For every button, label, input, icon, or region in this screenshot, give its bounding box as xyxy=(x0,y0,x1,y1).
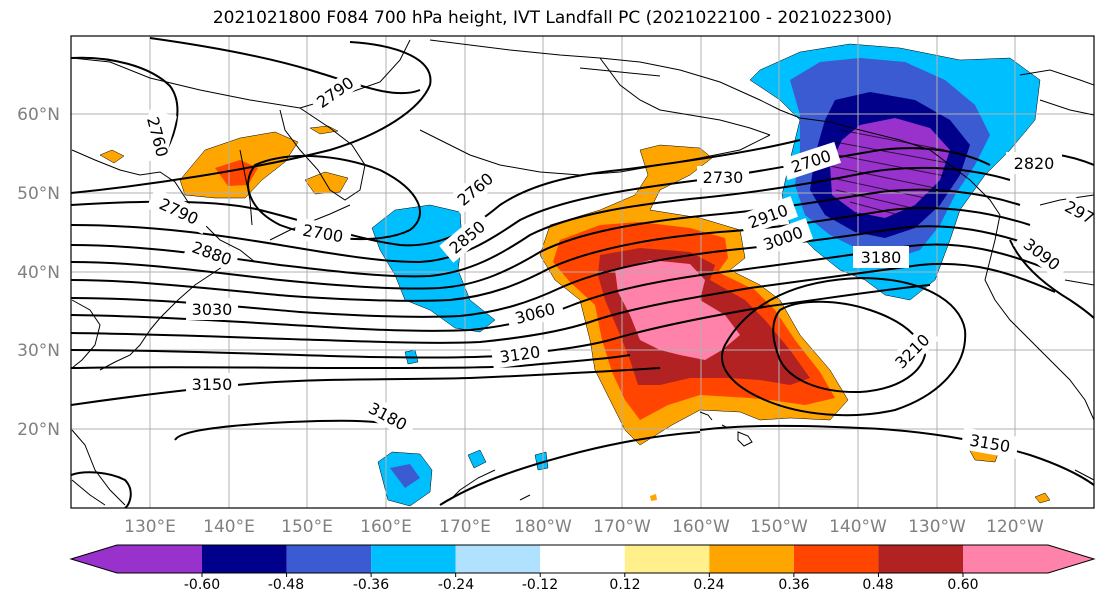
latitude-labels: 60°N 50°N 40°N 30°N 20°N xyxy=(17,105,60,440)
colorbar-tick-label: 0.12 xyxy=(609,577,640,593)
lon-label: 160°E xyxy=(360,517,412,537)
contour-label-backgrounds xyxy=(137,69,1094,459)
colorbar-tick-label: -0.12 xyxy=(522,577,558,593)
lat-label-30n: 30°N xyxy=(17,341,60,361)
colorbar-outline xyxy=(69,544,1096,574)
colorbar-ticks xyxy=(201,573,964,577)
lon-label: 120°W xyxy=(986,517,1044,537)
colorbar-segment xyxy=(455,545,541,573)
lon-label: 170°E xyxy=(439,517,491,537)
colorbar-tick-label: 0.24 xyxy=(693,577,724,593)
colorbar-segment xyxy=(963,545,1048,573)
colorbar-extend-high xyxy=(1048,545,1094,573)
lon-label: 160°W xyxy=(672,517,730,537)
lon-label: 150°W xyxy=(750,517,808,537)
height-contours xyxy=(71,37,1094,508)
lat-label-20n: 20°N xyxy=(17,420,60,440)
contour-label: 3180 xyxy=(861,248,902,267)
colorbar-tick-labels: -0.60 -0.48 -0.36 -0.24 -0.12 0.12 0.24 … xyxy=(184,577,979,593)
colorbar-segment xyxy=(793,545,879,573)
gridlines xyxy=(71,36,1094,508)
colorbar-segment xyxy=(371,545,456,573)
contour-label: 3150 xyxy=(192,375,233,394)
colorbar-extend-low xyxy=(71,545,117,573)
lon-label: 140°W xyxy=(829,517,887,537)
lon-label: 180°W xyxy=(514,517,572,537)
lon-label: 130°W xyxy=(908,517,966,537)
colorbar-segment xyxy=(540,545,625,573)
lat-label-50n: 50°N xyxy=(17,184,60,204)
contour-label: 2730 xyxy=(703,168,744,187)
colorbar-tick-label: 0.60 xyxy=(947,577,978,593)
map-frame xyxy=(70,35,1095,509)
lon-label: 130°E xyxy=(124,517,176,537)
lon-label: 140°E xyxy=(203,517,255,537)
contour-label: 3030 xyxy=(192,300,233,319)
colorbar-tick-label: 0.36 xyxy=(778,577,809,593)
lon-label: 150°E xyxy=(281,517,333,537)
colorbar-segment xyxy=(709,545,794,573)
lat-label-60n: 60°N xyxy=(17,105,60,125)
contour-label: 2820 xyxy=(1014,154,1055,173)
colorbar-segment xyxy=(117,545,202,573)
lat-label-40n: 40°N xyxy=(17,263,60,283)
colorbar-segment xyxy=(202,545,287,573)
negative-blob-west xyxy=(371,204,496,333)
lon-label: 170°W xyxy=(593,517,651,537)
colorbar-segment xyxy=(878,545,963,573)
colorbar: -0.60 -0.48 -0.36 -0.24 -0.12 0.12 0.24 … xyxy=(69,544,1096,593)
map-title: 2021021800 F084 700 hPa height, IVT Land… xyxy=(212,8,893,28)
colorbar-tick-label: -0.36 xyxy=(353,577,389,593)
colorbar-tick-label: -0.24 xyxy=(438,577,474,593)
colorbar-segment xyxy=(624,545,710,573)
colorbar-tick-label: -0.48 xyxy=(268,577,304,593)
colorbar-tick-label: 0.48 xyxy=(862,577,893,593)
colorbar-tick-label: -0.60 xyxy=(184,577,220,593)
colorbar-segment xyxy=(286,545,372,573)
longitude-labels: 130°E 140°E 150°E 160°E 170°E 180°W 170°… xyxy=(124,517,1044,537)
colorbar-segments xyxy=(71,545,1094,573)
